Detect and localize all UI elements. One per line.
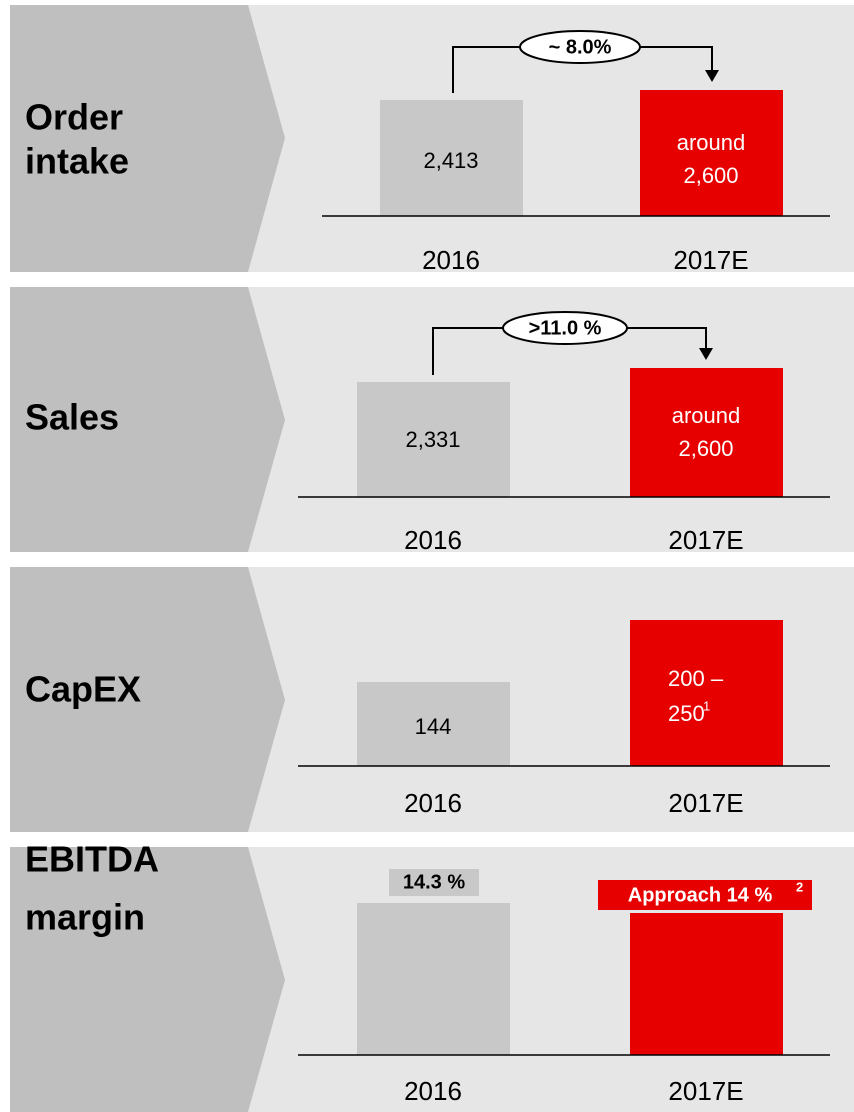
chevron — [10, 567, 285, 832]
value-box — [389, 869, 479, 896]
bar — [630, 620, 783, 766]
arrow-head — [705, 70, 719, 82]
bar-value: around — [672, 403, 741, 428]
footnote-mark: 2 — [796, 879, 803, 894]
panel-label: Sales — [25, 397, 119, 438]
bar-value: 200 – — [668, 666, 724, 691]
panel: EBITDA margin 14.3 % Approach 14 % 2 201… — [10, 839, 854, 1112]
bar-value: 144 — [415, 714, 452, 739]
bar-value: 14.3 % — [403, 871, 465, 893]
year: 2016 — [404, 788, 462, 818]
growth-bubble — [502, 311, 628, 345]
bar-value: 250 — [668, 701, 705, 726]
bar — [357, 903, 510, 1055]
bar — [630, 913, 783, 1055]
bar-value: Approach 14 % — [628, 884, 773, 906]
year: 2017E — [668, 525, 743, 555]
panel-label: margin — [25, 897, 145, 938]
bar — [630, 368, 783, 497]
panel: CapEX 144 200 – 250 1 2016 2017E — [10, 567, 854, 832]
panel-label: Order — [25, 97, 123, 138]
bar-value: 2,600 — [683, 163, 738, 188]
panel: Sales 2,331 around 2,600 2016 2017E >11.… — [10, 287, 854, 555]
bar-value: 2,600 — [678, 436, 733, 461]
bar-value: 2,331 — [405, 427, 460, 452]
year: 2017E — [668, 1076, 743, 1106]
bar-value: around — [677, 130, 746, 155]
panel-label: CapEX — [25, 669, 141, 710]
chevron — [10, 847, 285, 1112]
panel-label: EBITDA — [25, 839, 159, 880]
bar — [380, 100, 523, 216]
bar — [640, 90, 783, 216]
bar — [357, 682, 510, 766]
growth-label: >11.0 % — [529, 317, 602, 339]
bar-value: 2,413 — [423, 148, 478, 173]
chevron — [10, 5, 285, 272]
panel-label: intake — [25, 141, 129, 182]
growth-label: ~ 8.0% — [549, 36, 612, 58]
year: 2016 — [404, 525, 462, 555]
year: 2016 — [404, 1076, 462, 1106]
year: 2017E — [673, 245, 748, 275]
year: 2016 — [422, 245, 480, 275]
year: 2017E — [668, 788, 743, 818]
arrow-head — [699, 348, 713, 360]
growth-bubble — [519, 30, 641, 64]
chevron — [10, 287, 285, 552]
bar — [357, 382, 510, 497]
value-box — [598, 880, 812, 910]
footnote-mark: 1 — [703, 698, 710, 713]
panel: Order intake 2,413 around 2,600 2016 201… — [10, 5, 854, 275]
